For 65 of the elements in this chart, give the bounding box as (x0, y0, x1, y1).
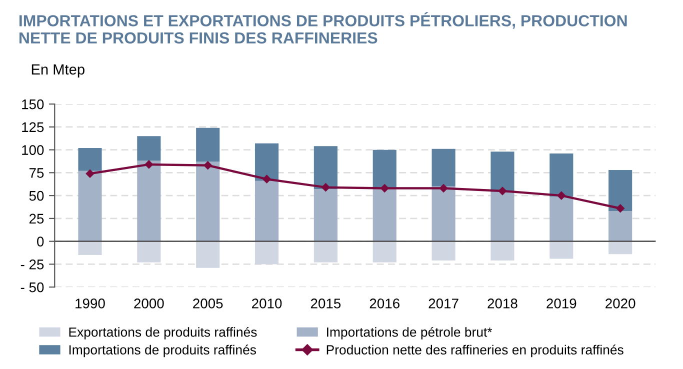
bar (78, 170, 102, 242)
x-tick-label: 2016 (370, 298, 400, 308)
bar (196, 128, 220, 162)
bar (608, 170, 632, 212)
bar (137, 160, 161, 242)
bar (490, 241, 514, 261)
y-tick-label: 75 (29, 168, 44, 178)
x-tick-label: 1990 (76, 298, 105, 308)
bar (254, 241, 279, 264)
point (498, 186, 507, 196)
x-tick-label: 2017 (428, 298, 458, 308)
bar (78, 241, 102, 256)
point (616, 204, 624, 213)
bar (432, 241, 456, 261)
point (204, 161, 212, 170)
bar (372, 150, 396, 190)
point (144, 160, 154, 169)
bar (550, 196, 574, 242)
point (439, 184, 448, 192)
y-tick-label: 0 (37, 236, 44, 246)
bar (196, 162, 220, 242)
bar (490, 152, 514, 192)
bar (78, 148, 102, 171)
x-tick-label: 2020 (606, 298, 636, 308)
x-tick-label: 2015 (310, 298, 341, 308)
x-tick-label: 2000 (134, 298, 164, 308)
x-tick-label: 2019 (546, 298, 576, 308)
bar (196, 241, 220, 268)
bar (314, 241, 338, 262)
bar (254, 180, 279, 242)
point (322, 183, 330, 192)
y-tick-label: 25 (29, 214, 44, 224)
legend-label: Importations de pétrole brut* (327, 326, 492, 340)
y-tick-label: 150 (22, 99, 44, 110)
point (557, 191, 566, 200)
y-tick-label: - 50 (20, 282, 44, 292)
bar (137, 136, 161, 161)
bar (137, 241, 161, 262)
y-tick-label: 50 (29, 190, 44, 201)
y-tick-label: 100 (22, 145, 44, 155)
y-axis-title: En Mtep (32, 64, 84, 78)
bar (608, 241, 632, 254)
x-tick-label: 2005 (193, 298, 223, 308)
bar (372, 189, 396, 242)
legend-label: Exportations de produits raffinés (69, 326, 257, 340)
bar (550, 241, 574, 259)
bar (608, 211, 632, 242)
bar (372, 241, 396, 262)
y-tick-label: - 25 (20, 260, 44, 270)
legend-label: Production nette des raffineries en produits raffinés (326, 344, 624, 358)
bar (490, 192, 514, 242)
chart-title: IMPORTATIONS ET EXPORTATIONS DE PRODUITS PÉTROLIERS, PRODUCTION NETTE DE PRODUITS FINIS DES RAFFINERIES (20, 12, 627, 44)
x-tick-label: 2018 (488, 298, 518, 308)
y-tick-label: 125 (22, 122, 44, 132)
legend-label: Importations de produits raffinés (69, 344, 256, 358)
point (380, 184, 389, 192)
bar (550, 153, 574, 196)
bar (314, 189, 338, 242)
bar (254, 143, 279, 181)
bar (432, 186, 456, 242)
point (86, 169, 94, 178)
x-tick-label: 2010 (252, 298, 282, 308)
point (262, 174, 271, 184)
bar (314, 146, 338, 190)
bar (432, 148, 456, 186)
